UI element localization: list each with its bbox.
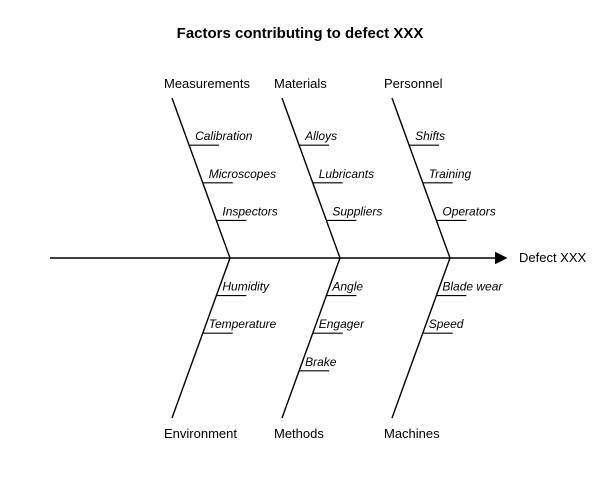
effect-label: Defect XXX (519, 250, 587, 265)
cause-label: Inspectors (222, 204, 277, 218)
category-label: Measurements (164, 76, 250, 91)
cause-label: Microscopes (209, 167, 276, 181)
category-label: Materials (274, 76, 327, 91)
cause-label: Calibration (195, 129, 253, 143)
category-label: Environment (164, 426, 237, 441)
branch-line (392, 258, 450, 418)
cause-label: Operators (442, 204, 495, 218)
cause-label: Lubricants (319, 167, 374, 181)
cause-label: Alloys (304, 129, 337, 143)
cause-label: Blade wear (442, 280, 503, 294)
category-label: Machines (384, 426, 440, 441)
diagram-title: Factors contributing to defect XXX (177, 25, 424, 42)
cause-label: Training (429, 167, 472, 181)
category-label: Personnel (384, 76, 443, 91)
cause-label: Humidity (222, 280, 270, 294)
cause-label: Brake (305, 355, 337, 369)
branch-line (172, 258, 230, 418)
cause-label: Shifts (415, 129, 445, 143)
fishbone-diagram: Factors contributing to defect XXX Defect… (0, 0, 600, 504)
category-label: Methods (274, 426, 324, 441)
cause-label: Speed (429, 317, 464, 331)
cause-label: Temperature (209, 317, 277, 331)
branch-line (282, 258, 340, 418)
cause-label: Angle (331, 280, 363, 294)
cause-label: Engager (319, 317, 365, 331)
cause-label: Suppliers (332, 204, 382, 218)
